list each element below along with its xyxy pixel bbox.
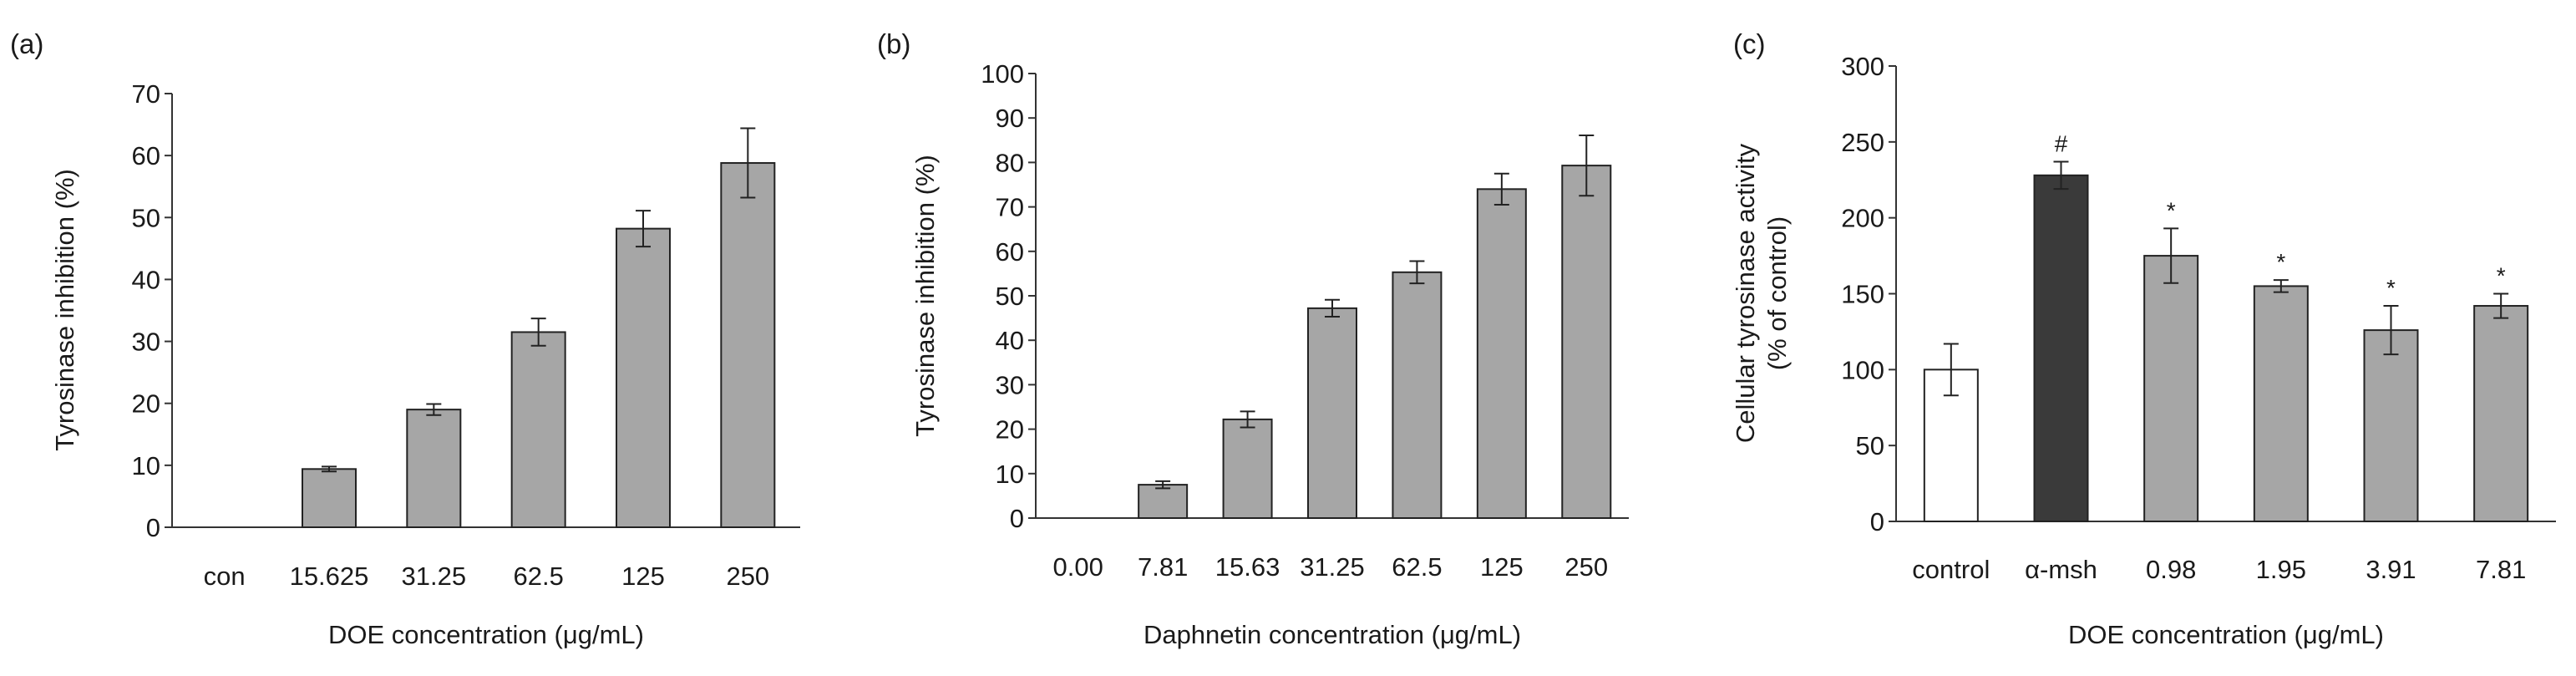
panel-label: (a) xyxy=(10,28,43,59)
bar xyxy=(302,468,357,529)
y-tick-label: 30 xyxy=(996,370,1024,399)
y-tick-label: 80 xyxy=(996,148,1024,177)
x-tick-label: control xyxy=(1912,555,1990,584)
x-tick-label: 125 xyxy=(1480,552,1524,582)
y-axis-title: Cellular tyrosinase activity(% of contro… xyxy=(1731,143,1792,443)
y-tick-label: 200 xyxy=(1841,204,1884,233)
x-tick-label: 7.81 xyxy=(2476,555,2526,584)
panel-label: (c) xyxy=(1733,28,1765,59)
significance-marker: # xyxy=(2055,130,2068,156)
bar xyxy=(1392,271,1443,519)
y-tick-label: 0 xyxy=(1010,504,1024,533)
panel-label: (b) xyxy=(877,28,910,59)
y-tick-label: 100 xyxy=(981,59,1024,89)
y-tick-label: 60 xyxy=(996,237,1024,267)
y-tick-label: 20 xyxy=(132,389,160,419)
y-tick-label: 90 xyxy=(996,104,1024,133)
y-tick-label: 100 xyxy=(1841,355,1884,384)
x-tick-label: 1.95 xyxy=(2256,555,2306,584)
y-tick-label: 250 xyxy=(1841,128,1884,157)
y-axis-title-line: Tyrosinase inhibition (%) xyxy=(910,155,940,437)
chart-panel-3: (c) 0 50 100 150 200 250 300 control # α-msh * 0.98 *… xyxy=(1731,28,2556,649)
y-tick-label: 60 xyxy=(132,141,160,170)
significance-marker: * xyxy=(2167,197,2176,223)
x-tick-label: 0.00 xyxy=(1053,552,1103,582)
x-tick-label: 31.25 xyxy=(1300,552,1365,582)
bar xyxy=(2473,305,2529,522)
y-tick-label: 70 xyxy=(996,193,1024,222)
x-tick-label: 7.81 xyxy=(1138,552,1188,582)
bar xyxy=(2253,285,2309,522)
y-axis-title-line: Cellular tyrosinase activity xyxy=(1731,143,1760,443)
bar xyxy=(1307,307,1357,519)
x-tick-label: α-msh xyxy=(2025,555,2097,584)
y-tick-label: 10 xyxy=(996,460,1024,489)
y-axis-title-line: (% of control) xyxy=(1762,216,1792,370)
x-tick-label: 250 xyxy=(1564,552,1608,582)
y-tick-label: 50 xyxy=(1856,431,1884,460)
y-axis-title: Tyrosinase inhibition (%) xyxy=(50,169,79,451)
y-tick-label: 30 xyxy=(132,328,160,357)
x-tick-label: 31.25 xyxy=(402,562,467,591)
chart-panel-2: (b) 0 10 20 30 40 50 60 70 80 90 100 0.00 7.81 15.63 31… xyxy=(877,28,1629,649)
y-axis-title-line: Tyrosinase inhibition (%) xyxy=(50,169,79,451)
y-tick-label: 70 xyxy=(132,79,160,109)
bar xyxy=(2033,174,2089,523)
bar xyxy=(720,162,776,528)
y-tick-label: 50 xyxy=(132,203,160,232)
x-tick-label: 3.91 xyxy=(2366,555,2416,584)
bar xyxy=(406,409,462,528)
y-tick-label: 300 xyxy=(1841,52,1884,81)
y-tick-label: 40 xyxy=(996,326,1024,355)
significance-marker: * xyxy=(2386,275,2396,301)
x-axis-title: DOE concentration (μg/mL) xyxy=(2068,620,2384,649)
y-tick-label: 20 xyxy=(996,415,1024,445)
x-tick-label: 62.5 xyxy=(513,562,563,591)
y-tick-label: 0 xyxy=(146,513,160,542)
bar xyxy=(616,227,671,528)
x-tick-label: con xyxy=(204,562,246,591)
x-axis-title: Daphnetin concentration (μg/mL) xyxy=(1143,620,1521,649)
y-tick-label: 40 xyxy=(132,265,160,294)
x-tick-label: 15.625 xyxy=(290,562,369,591)
bar xyxy=(1561,165,1612,519)
x-tick-label: 15.63 xyxy=(1215,552,1280,582)
y-tick-label: 150 xyxy=(1841,280,1884,309)
significance-marker: * xyxy=(2497,263,2506,289)
chart-panel-1: (a) 0 10 20 30 40 50 60 70 con 15.625 31.25 62.5 125 2… xyxy=(10,28,800,649)
x-tick-label: 250 xyxy=(726,562,769,591)
significance-marker: * xyxy=(2276,249,2285,275)
bar xyxy=(2143,255,2199,522)
x-tick-label: 62.5 xyxy=(1392,552,1442,582)
bar xyxy=(1138,484,1189,519)
x-tick-label: 125 xyxy=(621,562,665,591)
y-tick-label: 10 xyxy=(132,451,160,480)
x-axis-title: DOE concentration (μg/mL) xyxy=(328,620,644,649)
bar xyxy=(510,331,566,529)
y-tick-label: 0 xyxy=(1870,507,1884,536)
bar xyxy=(1222,418,1273,519)
y-axis-title: Tyrosinase inhibition (%) xyxy=(910,155,940,437)
bar xyxy=(2363,329,2419,522)
y-tick-label: 50 xyxy=(996,282,1024,311)
x-tick-label: 0.98 xyxy=(2146,555,2196,584)
bar xyxy=(1476,188,1527,519)
